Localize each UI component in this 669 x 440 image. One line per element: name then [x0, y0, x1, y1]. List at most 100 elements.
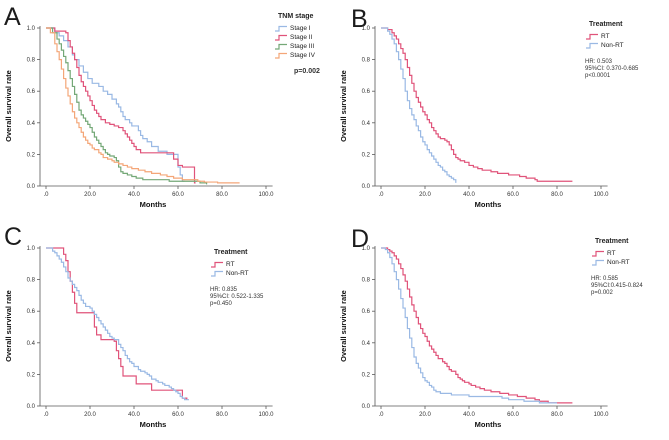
legend-key-line — [592, 250, 604, 257]
legend-key-step-icon — [275, 43, 287, 50]
legend-key-line — [275, 34, 287, 41]
panel-c-label: C — [4, 223, 23, 251]
stat-line: p=0.450 — [210, 300, 232, 307]
x-tick-label: 80.0 — [551, 412, 563, 418]
legend-title: Treatment — [589, 21, 623, 28]
legend-entry: Non-RT — [585, 41, 638, 50]
survival-curve-rt — [381, 247, 573, 404]
km-chart-c: .0 20.0 40.0 60.0 80.0 100.0 0.0 0.2 0.4 0.6 0.8 1.… — [4, 246, 274, 429]
legend-key-step-icon — [275, 34, 287, 41]
survival-curve-rt — [381, 27, 573, 182]
y-tick-label: 0.8 — [27, 58, 36, 64]
x-tick-label: 80.0 — [216, 192, 228, 198]
legend-entry-label: Non-RT — [601, 42, 624, 49]
hr-stats: HR: 0.503 95%CI: 0.370-0.685 p<0.0001 — [585, 59, 638, 80]
stat-line: HR: 0.585 — [591, 276, 619, 282]
legend-entry-label: Stage II — [290, 34, 313, 41]
legend-entry-label: Non-RT — [226, 270, 249, 277]
y-tick-label: 0.8 — [362, 58, 371, 64]
legend-key-step-icon — [211, 261, 223, 268]
y-tick-label: 0.4 — [362, 121, 371, 127]
legend-entry: Non-RT — [210, 269, 263, 278]
x-axis-title: Months — [475, 200, 502, 209]
y-tick-label: 0.2 — [27, 152, 36, 158]
panel-d-label: D — [351, 225, 370, 253]
y-tick-label: 0.0 — [27, 184, 36, 190]
legend-entry: RT — [210, 260, 263, 269]
legend-entry: RT — [591, 249, 643, 258]
hr-stats: p=0.002 — [294, 68, 320, 76]
legend-key-step-icon — [586, 33, 598, 40]
legend-key-step-icon — [275, 52, 287, 59]
x-tick-label: .0 — [43, 412, 49, 418]
legend-key-step-icon — [211, 270, 223, 277]
y-tick-label: 0.6 — [362, 89, 371, 95]
legend-key-line — [275, 43, 287, 50]
x-tick-label: 60.0 — [507, 412, 519, 418]
y-axis-title: Overall survival rate — [339, 290, 348, 362]
legend-entry-label: Non-RT — [607, 259, 630, 266]
survival-curve-stage-ii — [46, 27, 196, 184]
legend-key-step-icon — [586, 42, 598, 49]
legend-title: Treatment — [214, 249, 248, 256]
stat-line: 95%CI: 0.370-0.685 — [585, 65, 639, 72]
x-tick-label: 40.0 — [463, 192, 475, 198]
x-tick-label: 20.0 — [84, 412, 96, 418]
legend-entry: RT — [585, 32, 638, 41]
legend-title: Treatment — [595, 238, 629, 245]
legend-key-line — [592, 259, 604, 266]
survival-curve-stage-i — [46, 27, 185, 182]
y-tick-label: 1.0 — [27, 246, 36, 252]
legend-key-line — [586, 33, 598, 40]
x-tick-label: 100.0 — [593, 192, 609, 198]
x-tick-label: 20.0 — [419, 412, 431, 418]
stat-line: 95%CI:0.415-0.824 — [591, 282, 643, 289]
legend-key-line — [275, 52, 287, 59]
panel-a: A .0 20.0 40.0 60.0 80.0 100.0 0.0 0.2 0.4 0.6 0.8… — [0, 0, 334, 220]
y-tick-label: 1.0 — [362, 246, 371, 252]
x-tick-label: 60.0 — [507, 192, 519, 198]
legend-entry: Stage I — [274, 24, 320, 33]
legend-entry: Non-RT — [591, 258, 643, 267]
panel-d: D .0 20.0 40.0 60.0 80.0 100.0 0.0 0.2 0.4 0.6 0.8… — [335, 220, 669, 440]
stat-line: p=0.002 — [294, 68, 320, 75]
stat-line: p=0.002 — [591, 289, 613, 296]
y-tick-label: 0.4 — [27, 121, 36, 127]
y-tick-label: 0.4 — [27, 341, 36, 347]
legend-entry-label: RT — [226, 261, 235, 268]
legend-key-step-icon — [275, 25, 287, 32]
x-tick-label: 100.0 — [258, 192, 274, 198]
x-tick-label: 100.0 — [593, 412, 609, 418]
legend-entry-label: RT — [607, 250, 616, 257]
x-tick-label: 80.0 — [551, 192, 563, 198]
x-axis-title: Months — [140, 200, 167, 209]
survival-curve-stage-iii — [46, 27, 208, 185]
survival-curve-rt — [46, 247, 188, 400]
x-tick-label: 60.0 — [172, 192, 184, 198]
legend-entry: Stage III — [274, 42, 320, 51]
legend-key-step-icon — [592, 250, 604, 257]
legend-entry: Stage II — [274, 33, 320, 42]
hr-stats: HR: 0.585 95%CI:0.415-0.824 p=0.002 — [591, 276, 643, 297]
x-tick-label: 20.0 — [419, 192, 431, 198]
y-tick-label: 0.4 — [362, 341, 371, 347]
x-tick-label: .0 — [378, 192, 384, 198]
legend-b: Treatment RT Non-RT HR: 0.503 95%CI: 0.370-0… — [585, 21, 638, 80]
x-tick-label: 40.0 — [463, 412, 475, 418]
survival-curve-non-rt — [381, 247, 557, 404]
legend-key-line — [211, 270, 223, 277]
legend-key-line — [586, 42, 598, 49]
km-chart-b: .0 20.0 40.0 60.0 80.0 100.0 0.0 0.2 0.4 0.6 0.8 1.… — [339, 26, 609, 209]
x-tick-label: 60.0 — [172, 412, 184, 418]
y-tick-label: 0.2 — [27, 372, 36, 378]
x-tick-label: 100.0 — [258, 412, 274, 418]
km-chart-d: .0 20.0 40.0 60.0 80.0 100.0 0.0 0.2 0.4 0.6 0.8 1.… — [339, 246, 609, 429]
x-tick-label: 40.0 — [128, 192, 140, 198]
y-tick-label: 0.0 — [362, 184, 371, 190]
y-tick-label: 0.8 — [362, 278, 371, 284]
survival-curve-non-rt — [46, 247, 189, 401]
km-chart-a: .0 20.0 40.0 60.0 80.0 100.0 0.0 0.2 0.4 0.6 0.8 1.… — [4, 26, 274, 209]
stat-line: HR: 0.503 — [585, 59, 613, 65]
stat-line: 95%CI: 0.522-1.335 — [210, 293, 264, 300]
y-tick-label: 0.0 — [27, 404, 36, 410]
